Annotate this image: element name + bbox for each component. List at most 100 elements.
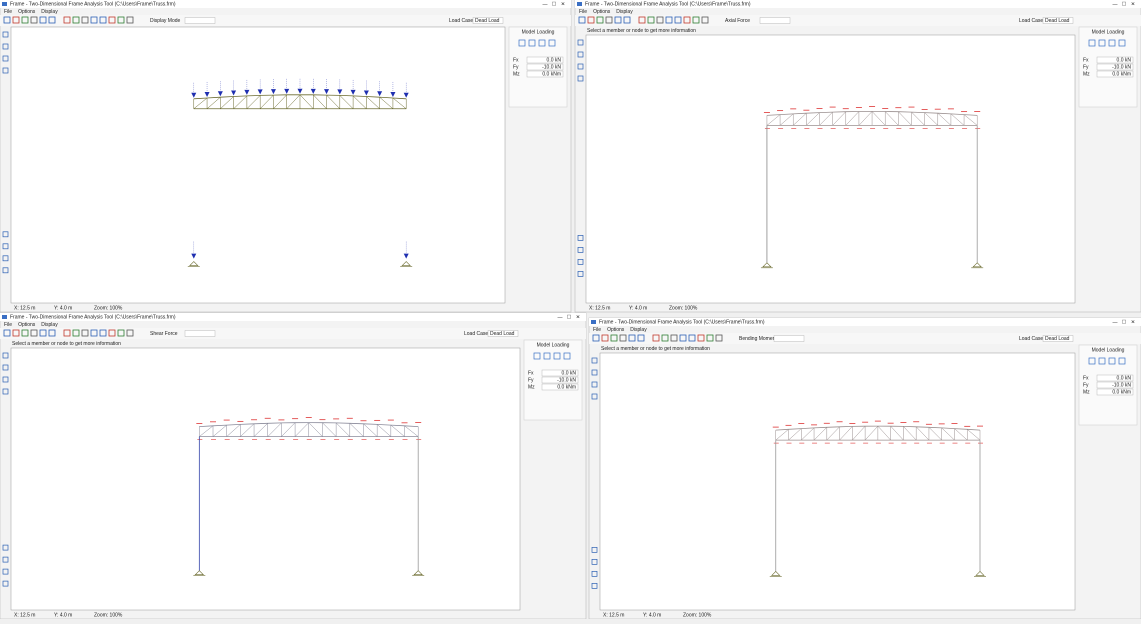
status-item: Y: 4.0 m: [629, 305, 647, 311]
status-item: Zoom: 100%: [669, 305, 698, 311]
window-control[interactable]: —: [1113, 319, 1118, 325]
status-item: Zoom: 100%: [94, 305, 123, 311]
window-control[interactable]: ✕: [576, 314, 580, 320]
window-control[interactable]: ✕: [1131, 319, 1135, 325]
status-item: Zoom: 100%: [683, 612, 712, 618]
window-title: Frame - Two-Dimensional Frame Analysis T…: [585, 1, 751, 7]
load-case-label: Load Case: [464, 331, 488, 337]
field-label: Fy: [513, 64, 519, 70]
status-message: Select a member or node to get more info…: [12, 341, 121, 347]
panel-title: Model Loading: [1092, 29, 1125, 35]
toolbar-label: Axial Force: [725, 18, 750, 24]
window-title: Frame - Two-Dimensional Frame Analysis T…: [10, 314, 176, 320]
field-value: 0.0 kNm: [557, 384, 576, 390]
toolbar-combo[interactable]: [185, 18, 215, 24]
window-control[interactable]: —: [558, 314, 563, 320]
menu-item[interactable]: Options: [607, 327, 625, 333]
field-label: Mz: [513, 71, 520, 77]
menu-item[interactable]: Options: [18, 322, 36, 328]
field-label: Mz: [1083, 71, 1090, 77]
status-item: X: 12.5 m: [14, 612, 35, 618]
menu-item[interactable]: Display: [616, 9, 633, 15]
menu-item[interactable]: Display: [630, 327, 647, 333]
app-icon: [2, 315, 7, 319]
field-label: Fx: [513, 57, 519, 63]
menu-item[interactable]: Options: [18, 9, 36, 15]
status-item: Y: 4.0 m: [54, 305, 72, 311]
toolbar-label: Bending Moment: [739, 336, 777, 342]
load-case-label: Load Case: [1019, 336, 1043, 342]
status-message: Select a member or node to get more info…: [587, 28, 696, 34]
toolbar-combo[interactable]: [185, 331, 215, 337]
status-item: X: 12.5 m: [603, 612, 624, 618]
status-item: Y: 4.0 m: [54, 612, 72, 618]
window-control[interactable]: ☐: [1122, 319, 1127, 325]
load-case: Dead Load: [1045, 18, 1070, 24]
window-title: Frame - Two-Dimensional Frame Analysis T…: [599, 319, 765, 325]
app-icon: [2, 2, 7, 6]
window-control[interactable]: ☐: [567, 314, 572, 320]
field-value: 0.0 kNm: [1112, 71, 1131, 77]
window-control[interactable]: ☐: [552, 1, 557, 7]
field-label: Fy: [528, 377, 534, 383]
field-value: 0.0 kNm: [1112, 389, 1131, 395]
app-icon: [577, 2, 582, 6]
canvas: [586, 35, 1075, 303]
field-value: -10.0 kN: [1112, 64, 1131, 70]
screen: Frame - Two-Dimensional Frame Analysis T…: [0, 0, 1141, 619]
field-value: 0.0 kN: [547, 57, 562, 63]
field-label: Fy: [1083, 64, 1089, 70]
menu-item[interactable]: File: [4, 9, 12, 15]
field-value: -10.0 kN: [542, 64, 561, 70]
field-value: -10.0 kN: [557, 377, 576, 383]
load-case-label: Load Case: [1019, 18, 1043, 24]
field-label: Mz: [528, 384, 535, 390]
panel-title: Model Loading: [522, 29, 555, 35]
status-item: Zoom: 100%: [94, 612, 123, 618]
panel-title: Model Loading: [1092, 347, 1125, 353]
window: Frame - Two-Dimensional Frame Analysis T…: [589, 318, 1141, 619]
field-label: Fx: [1083, 57, 1089, 63]
status-item: X: 12.5 m: [589, 305, 610, 311]
toolbar-label: Display Mode: [150, 18, 181, 24]
toolbar-label: Shear Force: [150, 331, 178, 337]
load-case: Dead Load: [490, 331, 515, 337]
menu-item[interactable]: Options: [593, 9, 611, 15]
status-item: X: 12.5 m: [14, 305, 35, 311]
field-value: 0.0 kNm: [542, 71, 561, 77]
canvas: [11, 27, 505, 303]
window: Frame - Two-Dimensional Frame Analysis T…: [0, 313, 586, 619]
load-case: Dead Load: [1045, 336, 1070, 342]
load-case-label: Load Case: [449, 18, 473, 24]
canvas: [600, 353, 1075, 610]
window-control[interactable]: ☐: [1122, 1, 1127, 7]
field-value: 0.0 kN: [562, 370, 577, 376]
field-label: Fx: [1083, 375, 1089, 381]
field-label: Fx: [528, 370, 534, 376]
canvas: [11, 348, 520, 610]
toolbar-combo[interactable]: [760, 18, 790, 24]
field-label: Mz: [1083, 389, 1090, 395]
panel-title: Model Loading: [537, 342, 570, 348]
load-case: Dead Load: [475, 18, 500, 24]
menu-item[interactable]: Display: [41, 322, 58, 328]
window-control[interactable]: —: [1113, 1, 1118, 7]
window-control[interactable]: —: [543, 1, 548, 7]
window: Frame - Two-Dimensional Frame Analysis T…: [0, 0, 571, 312]
menu-item[interactable]: File: [593, 327, 601, 333]
menu-item[interactable]: Display: [41, 9, 58, 15]
window-control[interactable]: ✕: [1131, 1, 1135, 7]
field-label: Fy: [1083, 382, 1089, 388]
window: Frame - Two-Dimensional Frame Analysis T…: [575, 0, 1141, 312]
window-control[interactable]: ✕: [561, 1, 565, 7]
field-value: 0.0 kN: [1117, 375, 1132, 381]
status-message: Select a member or node to get more info…: [601, 346, 710, 352]
field-value: -10.0 kN: [1112, 382, 1131, 388]
toolbar-combo[interactable]: [774, 336, 804, 342]
menu-item[interactable]: File: [4, 322, 12, 328]
window-title: Frame - Two-Dimensional Frame Analysis T…: [10, 1, 176, 7]
field-value: 0.0 kN: [1117, 57, 1132, 63]
menu-item[interactable]: File: [579, 9, 587, 15]
status-item: Y: 4.0 m: [643, 612, 661, 618]
app-icon: [591, 320, 596, 324]
